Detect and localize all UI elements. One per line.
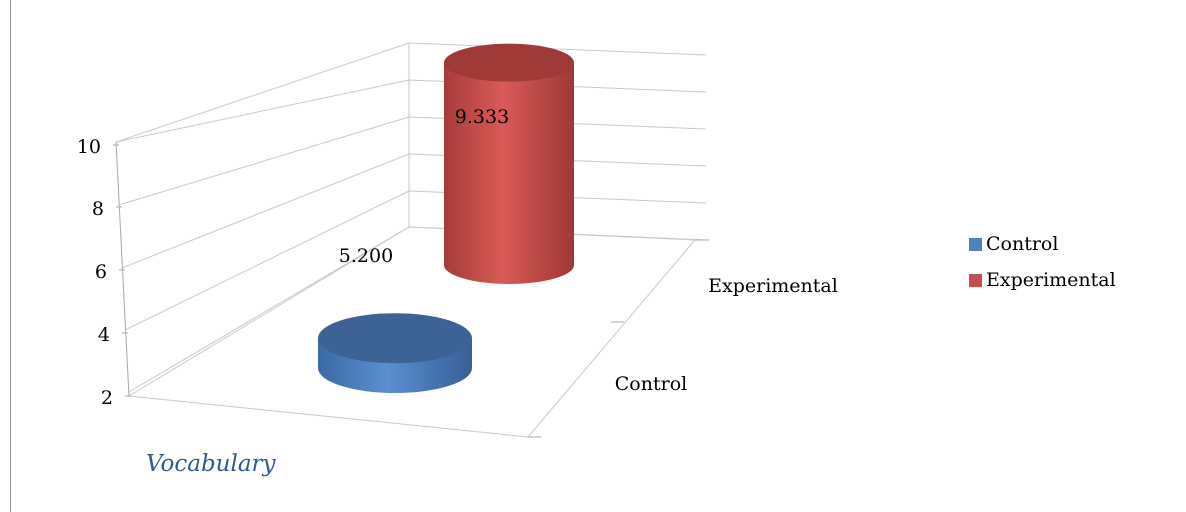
y-axis-line [116, 142, 129, 396]
data-label: 5.200 [339, 245, 393, 267]
legend-label-experimental: Experimental [986, 269, 1116, 291]
legend-item-control: Control [969, 226, 1116, 262]
category-labels: Control Experimental [615, 275, 838, 395]
y-tick-label: 10 [77, 136, 101, 158]
side-gridline [116, 80, 409, 142]
cylinder-body [444, 63, 574, 284]
legend-swatch-control [969, 238, 982, 251]
cylinder-top [444, 44, 574, 82]
cylinder-top [318, 313, 472, 363]
y-tick-label: 6 [95, 261, 107, 283]
x-axis-title: Vocabulary [146, 451, 277, 477]
cylinder-experimental [444, 44, 574, 284]
y-tick-label: 4 [98, 324, 110, 346]
legend-label-control: Control [986, 233, 1058, 255]
cylinder-control [318, 313, 472, 393]
legend: Control Experimental [969, 226, 1116, 298]
side-gridline [119, 117, 409, 205]
y-tick-label: 2 [101, 387, 113, 409]
legend-swatch-experimental [969, 274, 982, 287]
y-tick-label: 8 [92, 198, 104, 220]
side-gridline-top [116, 43, 409, 142]
category-label: Experimental [708, 275, 838, 297]
legend-item-experimental: Experimental [969, 262, 1116, 298]
category-label: Control [615, 373, 687, 395]
data-label: 9.333 [455, 106, 509, 128]
cylinders [318, 44, 574, 393]
